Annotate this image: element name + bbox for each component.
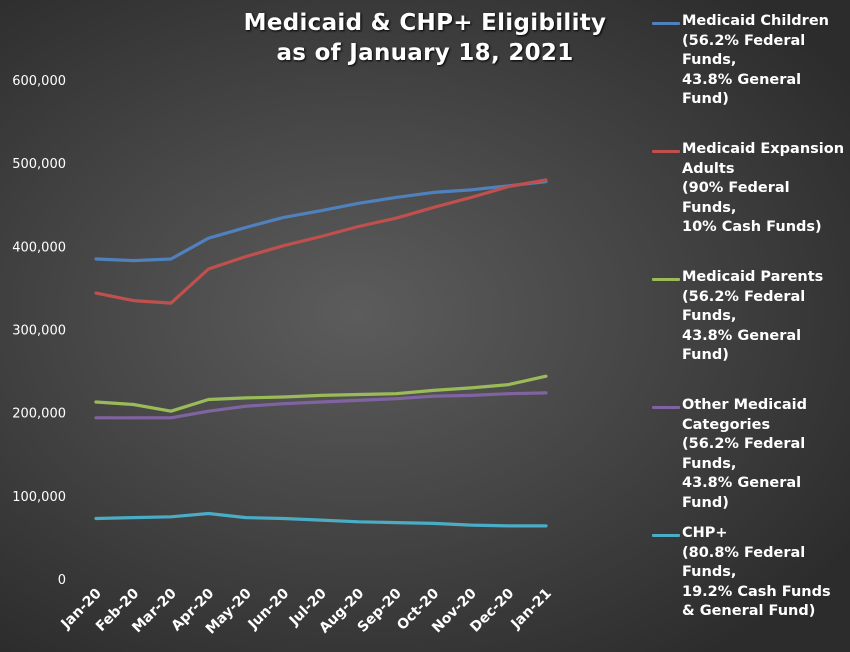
series-5-point bbox=[207, 512, 210, 515]
series-3-point bbox=[207, 398, 210, 401]
series-1-point bbox=[469, 188, 473, 192]
legend-swatch bbox=[652, 534, 680, 537]
series-2-point bbox=[357, 225, 360, 228]
series-line-2 bbox=[94, 178, 548, 305]
series-2-point bbox=[169, 301, 173, 305]
y-tick-label: 300,000 bbox=[12, 324, 66, 339]
y-tick-label: 0 bbox=[58, 573, 66, 588]
series-1-point bbox=[244, 226, 248, 229]
series-5-point bbox=[432, 522, 435, 525]
series-5-point bbox=[169, 515, 173, 518]
legend-label: Medicaid Children (56.2% Federal Funds, … bbox=[682, 13, 829, 107]
series-2-point bbox=[319, 235, 323, 238]
series-2-point bbox=[469, 196, 473, 199]
x-axis: Jan-20Feb-20Mar-20Apr-20May-20Jun-20Jul-… bbox=[58, 585, 555, 637]
series-4-point bbox=[357, 399, 360, 402]
series-line-1 bbox=[94, 180, 548, 263]
chart-title: Medicaid & CHP+ Eligibility as of Januar… bbox=[200, 8, 650, 68]
y-tick-label: 100,000 bbox=[12, 490, 66, 505]
series-4-point bbox=[319, 400, 323, 404]
legend-label: CHP+ (80.8% Federal Funds, 19.2% Cash Fu… bbox=[682, 525, 831, 619]
series-3-point bbox=[244, 396, 248, 400]
series-1-point bbox=[207, 237, 210, 240]
series-3-point bbox=[544, 375, 548, 378]
series-1-point bbox=[132, 259, 135, 262]
series-5-point bbox=[244, 516, 248, 519]
series-4-point bbox=[544, 391, 548, 395]
x-tick-label: Jun-20 bbox=[245, 585, 293, 633]
series-5-point bbox=[394, 521, 398, 524]
series-2-point bbox=[432, 206, 435, 209]
legend-label: Medicaid Expansion Adults (90% Federal F… bbox=[682, 141, 845, 235]
legend-label: Other Medicaid Categories (56.2% Federal… bbox=[682, 397, 807, 511]
series-4-point bbox=[394, 397, 398, 400]
series-5-point bbox=[282, 517, 285, 520]
series-2-point bbox=[507, 185, 510, 188]
series-1-point bbox=[319, 209, 323, 212]
series-3-point bbox=[94, 400, 98, 404]
series-3-point bbox=[357, 393, 360, 396]
series-4-point bbox=[282, 402, 285, 405]
series-4-point bbox=[432, 395, 435, 398]
series-4-point bbox=[507, 392, 510, 395]
series-4-point bbox=[469, 394, 473, 397]
series-2-point bbox=[394, 217, 398, 220]
legend-label: Medicaid Parents (56.2% Federal Funds, 4… bbox=[682, 269, 824, 363]
series-4-point bbox=[169, 416, 173, 419]
y-tick-label: 600,000 bbox=[12, 74, 66, 89]
y-tick-label: 500,000 bbox=[12, 157, 66, 172]
chart-title-line-2: as of January 18, 2021 bbox=[276, 40, 574, 66]
series-2-point bbox=[244, 255, 248, 258]
series-5-point bbox=[94, 517, 98, 520]
series-4-point bbox=[132, 416, 135, 419]
series-4-point bbox=[244, 405, 248, 408]
series-2-point bbox=[544, 178, 548, 182]
series-1-point bbox=[394, 196, 398, 199]
legend-swatch bbox=[652, 278, 680, 281]
series-4-point bbox=[94, 416, 98, 419]
series-3-point bbox=[319, 394, 323, 397]
series-2-point bbox=[94, 291, 98, 295]
series-1-point bbox=[357, 202, 360, 205]
chart-title-line-1: Medicaid & CHP+ Eligibility bbox=[243, 10, 607, 36]
series-4-point bbox=[207, 410, 210, 413]
series-3-point bbox=[132, 403, 135, 406]
legend-swatch bbox=[652, 22, 680, 25]
series-2-point bbox=[132, 299, 135, 302]
series-3-point bbox=[469, 386, 473, 390]
series-lines bbox=[94, 178, 548, 528]
series-5-point bbox=[544, 524, 548, 528]
y-tick-label: 400,000 bbox=[12, 240, 66, 255]
series-1-point bbox=[94, 257, 98, 261]
legend-swatch bbox=[652, 406, 680, 409]
series-3-point bbox=[507, 383, 510, 386]
series-1-point bbox=[282, 216, 285, 219]
y-axis: 0 100,000 200,000 300,000 400,000 500,000 600,… bbox=[12, 74, 66, 588]
series-5-point bbox=[319, 518, 323, 522]
series-3-point bbox=[282, 395, 285, 399]
series-3-point bbox=[169, 410, 173, 413]
series-5-point bbox=[507, 524, 510, 528]
series-3-point bbox=[432, 389, 435, 392]
series-1-point bbox=[169, 257, 173, 261]
series-2-point bbox=[207, 267, 210, 271]
series-5-point bbox=[357, 520, 360, 523]
series-3-point bbox=[394, 392, 398, 395]
series-2-point bbox=[282, 244, 285, 247]
legend-swatch bbox=[652, 150, 680, 153]
x-tick-label: Jan-21 bbox=[508, 586, 555, 633]
series-5-point bbox=[132, 516, 135, 519]
y-tick-label: 200,000 bbox=[12, 407, 66, 422]
series-5-point bbox=[469, 523, 473, 527]
series-1-point bbox=[432, 191, 435, 194]
